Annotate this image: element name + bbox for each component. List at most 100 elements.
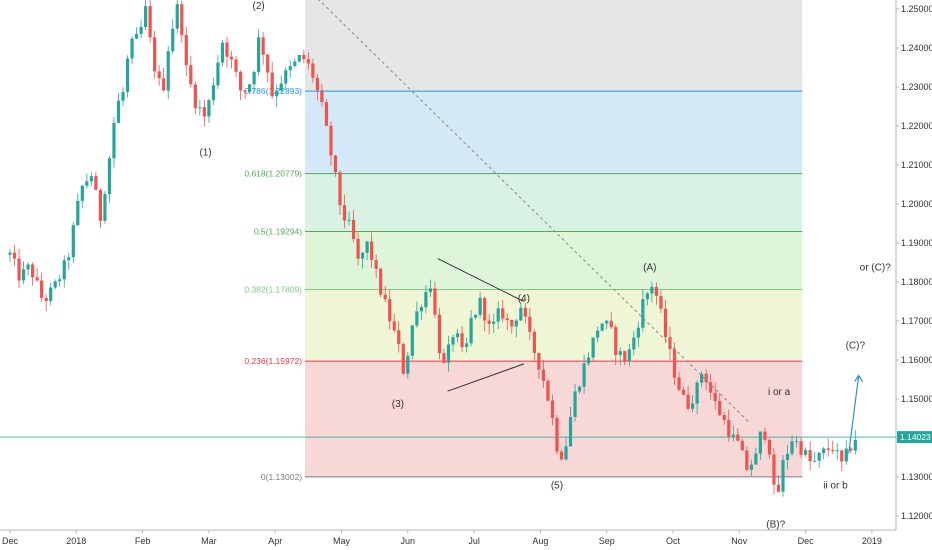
last-price-tag-text: 1.14023	[900, 432, 931, 442]
candle-body-97	[446, 344, 451, 363]
wave-label-4: (5)	[551, 481, 563, 492]
x-axis-bg	[0, 530, 932, 550]
candle-body-139	[636, 327, 640, 338]
wave-labels: (1) (2) (3) (4) (5) (A) (B)? i or a ii or b (C)? o…	[199, 1, 891, 531]
candle-body-79	[365, 241, 369, 253]
candle-body-47	[220, 42, 225, 63]
fib-zones	[305, 0, 803, 477]
candle-body-128	[587, 357, 591, 364]
candle-body-15	[76, 200, 80, 226]
candle-body-118	[541, 369, 546, 381]
candle-body-135	[618, 351, 622, 355]
candle-body-28	[134, 33, 139, 39]
wave-label-6: (B)?	[766, 520, 785, 531]
candle-body-21	[103, 194, 107, 221]
candle-body-64	[297, 54, 301, 62]
y-tick-label-13: 1.25000	[901, 4, 932, 14]
candle-body-160	[731, 434, 735, 437]
candle-body-142	[650, 286, 654, 294]
drawings	[318, 0, 864, 454]
candle-body-165	[754, 453, 758, 465]
candle-body-11	[58, 279, 62, 282]
candle-body-25	[121, 91, 125, 101]
candle-body-155	[709, 382, 713, 393]
candle-body-76	[351, 219, 356, 239]
candle-body-41	[193, 84, 197, 109]
y-tick-label-4: 1.16000	[901, 355, 932, 365]
candle-body-122	[559, 451, 564, 460]
candle-body-180	[822, 448, 826, 453]
candle-body-20	[98, 189, 103, 221]
fib-level-label-5: 0.236(1.15972)	[244, 356, 302, 366]
candle-body-73	[338, 172, 342, 206]
candle-body-58	[270, 72, 274, 97]
wave-label-0: (1)	[199, 147, 211, 158]
candle-body-92	[424, 292, 428, 308]
candle-body-86	[397, 330, 401, 345]
candle-body-57	[266, 54, 270, 73]
candle-body-93	[428, 288, 433, 293]
y-tick-label-1: 1.13000	[901, 472, 932, 482]
wave-label-1: (2)	[253, 1, 265, 12]
candle-body-187	[853, 440, 857, 451]
candle-body-175	[799, 441, 803, 455]
triangle-lower-line	[447, 363, 524, 392]
y-tick-label-7: 1.19000	[901, 238, 932, 248]
candle-body-116	[532, 331, 536, 353]
candle-body-22	[107, 158, 112, 195]
candle-body-27	[130, 38, 134, 59]
candle-body-178	[813, 460, 817, 462]
y-tick-label-0: 1.12000	[901, 511, 932, 521]
fib-zone-3	[305, 173, 803, 232]
fib-level-label-4: 0.382(1.17809)	[244, 284, 302, 294]
candle-body-87	[401, 344, 405, 374]
candle-body-109	[501, 308, 505, 319]
x-tick-label-9: Sep	[599, 536, 615, 546]
candle-body-33	[157, 71, 161, 79]
candle-body-66	[306, 59, 310, 64]
y-tick-label-10: 1.22000	[901, 121, 932, 131]
x-tick-label-7: Jul	[468, 536, 480, 546]
candle-body-18	[89, 176, 93, 182]
candle-body-89	[410, 325, 414, 356]
y-tick-label-9: 1.21000	[901, 160, 932, 170]
candle-body-114	[523, 307, 527, 317]
candle-body-37	[175, 4, 179, 29]
candle-body-183	[835, 450, 839, 452]
x-tick-label-13: 2019	[862, 536, 882, 546]
wave-label-10: or (C)?	[860, 262, 892, 273]
candle-body-44	[207, 100, 211, 117]
candle-body-105	[483, 297, 487, 321]
y-axis-bg	[896, 0, 932, 550]
candle-body-43	[202, 107, 206, 117]
y-tick-label-5: 1.17000	[901, 316, 932, 326]
wave-label-9: (C)?	[846, 340, 866, 351]
candle-body-101	[464, 343, 469, 347]
candle-body-153	[700, 373, 704, 383]
candle-body-154	[704, 373, 708, 383]
candle-body-115	[528, 316, 532, 332]
candle-body-141	[645, 293, 649, 300]
x-tick-label-11: Nov	[731, 536, 748, 546]
y-tick-label-12: 1.24000	[901, 43, 932, 53]
candle-body-52	[243, 90, 247, 93]
candle-body-169	[772, 454, 776, 485]
candle-body-140	[641, 299, 645, 328]
candle-body-70	[324, 102, 329, 126]
candle-body-171	[781, 459, 785, 492]
candle-body-152	[695, 382, 699, 404]
candle-body-99	[455, 333, 460, 338]
x-tick-label-2: Feb	[135, 536, 151, 546]
candle-body-68	[315, 77, 319, 91]
candle-body-150	[686, 394, 690, 409]
triangle-upper-line	[437, 258, 525, 302]
x-tick-label-5: May	[333, 536, 351, 546]
candle-body-60	[279, 83, 283, 91]
y-tick-label-6: 1.18000	[901, 277, 932, 287]
fib-zone-4	[305, 231, 803, 290]
fib-zone-6	[305, 361, 803, 477]
candle-body-12	[62, 260, 66, 280]
candle-body-149	[681, 389, 686, 395]
